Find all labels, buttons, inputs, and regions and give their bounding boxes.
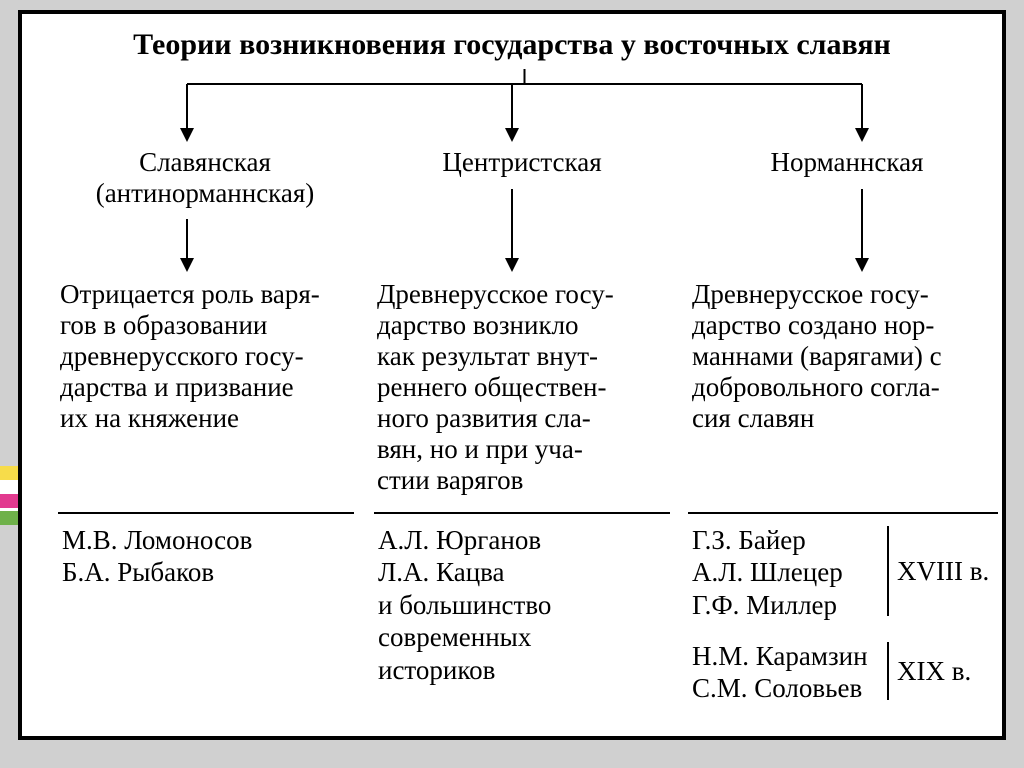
- theory-name: Норманнская: [692, 147, 1002, 178]
- theory-name: Центристская: [377, 147, 667, 178]
- spine-seg: [0, 480, 18, 494]
- period-label: XIX в.: [897, 656, 971, 687]
- divider: [688, 512, 998, 514]
- period-brace: [887, 642, 889, 700]
- proponents-group: Г.З. БайерА.Л. ШлецерГ.Ф. Миллер: [692, 524, 843, 621]
- spine-seg: [0, 466, 18, 480]
- theory-description-box: Древнерусское госу-дарство возниклокак р…: [377, 279, 667, 496]
- period-label: XVIII в.: [897, 556, 989, 587]
- divider: [374, 512, 670, 514]
- diagram-frame: Теории возникновения государства у восто…: [18, 10, 1006, 740]
- proponents-group: Н.М. КарамзинС.М. Соловьев: [692, 640, 868, 705]
- theory-description: Отрицается роль варя-гов в образованиидр…: [60, 279, 350, 434]
- period-brace: [887, 526, 889, 616]
- theory-description-box: Древнерусское госу-дарство создано нор-м…: [692, 279, 1002, 434]
- theory-column: Норманнская: [692, 147, 1002, 178]
- theory-description: Древнерусское госу-дарство создано нор-м…: [692, 279, 1002, 434]
- theory-column: Славянская(антинорманнская): [60, 147, 350, 209]
- theory-column: Центристская: [377, 147, 667, 178]
- proponents-group: А.Л. ЮргановЛ.А. Кацваи большинствосовре…: [378, 524, 551, 686]
- theory-name: Славянская: [60, 147, 350, 178]
- theory-subname: (антинорманнская): [60, 178, 350, 209]
- theory-description: Древнерусское госу-дарство возниклокак р…: [377, 279, 667, 496]
- spine-seg: [0, 511, 18, 525]
- theory-description-box: Отрицается роль варя-гов в образованиидр…: [60, 279, 350, 434]
- spine-seg: [0, 494, 18, 508]
- proponents-group: М.В. ЛомоносовБ.А. Рыбаков: [62, 524, 252, 589]
- spine-decorator: [0, 466, 18, 525]
- divider: [58, 512, 354, 514]
